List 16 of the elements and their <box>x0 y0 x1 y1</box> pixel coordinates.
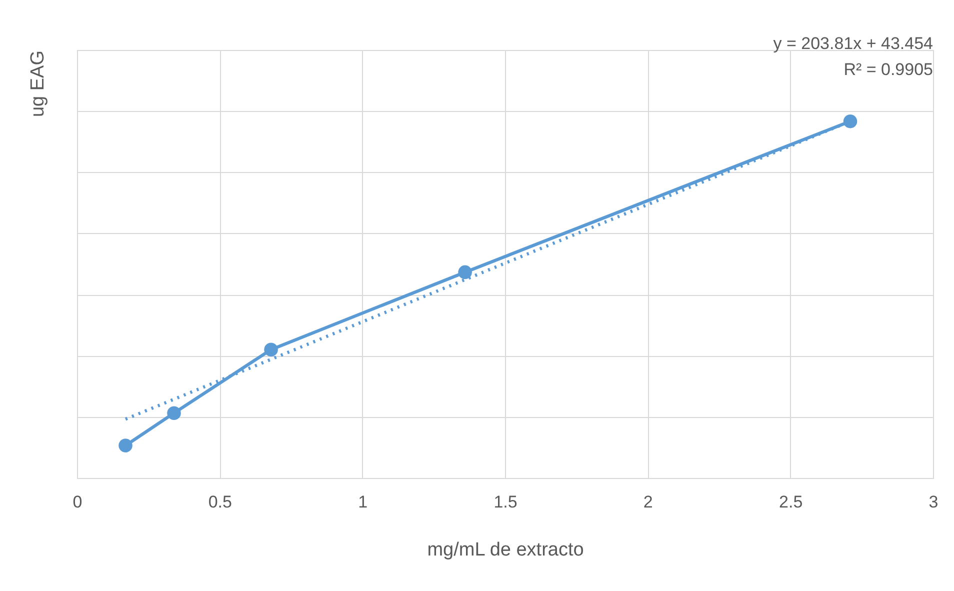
text: R² = 0.9905 <box>844 60 933 79</box>
x-tick-label: 2 <box>643 492 653 512</box>
x-tick-label: 2.5 <box>779 492 803 512</box>
point <box>264 342 278 356</box>
point <box>118 438 132 452</box>
point <box>843 114 858 128</box>
x-tick-label: 1 <box>358 492 368 512</box>
x-tick-label: 3 <box>928 492 938 512</box>
x-tick-label: 1.5 <box>494 492 518 512</box>
x-tick-label: 0 <box>72 492 82 512</box>
point <box>458 265 472 280</box>
y-axis-title: ug EAG <box>28 50 48 118</box>
x-tick-label: 0.5 <box>208 492 232 512</box>
point <box>167 406 181 420</box>
x-axis-title: mg/mL de extracto <box>427 540 584 560</box>
text: y = 203.81x + 43.454 <box>773 34 933 53</box>
